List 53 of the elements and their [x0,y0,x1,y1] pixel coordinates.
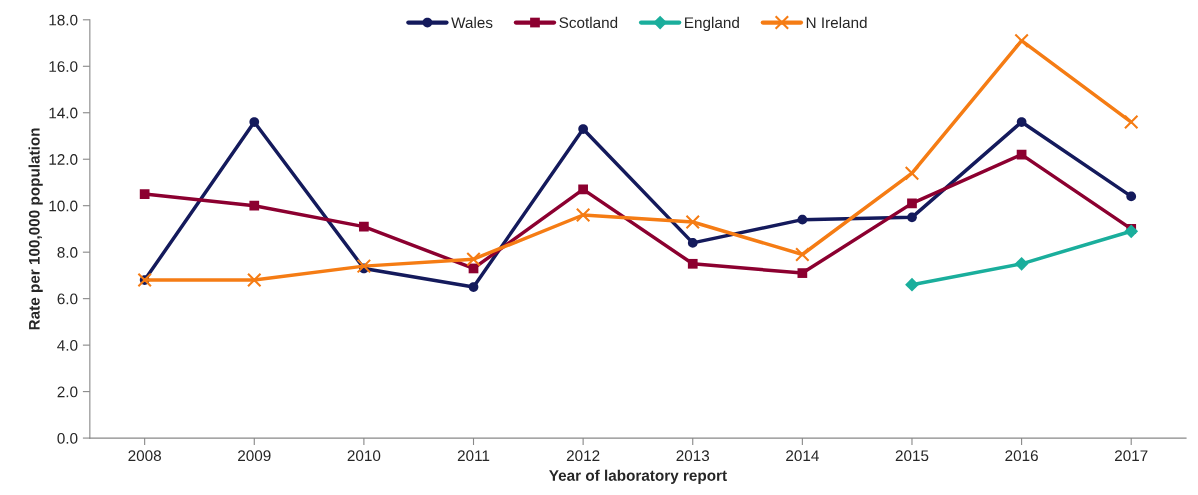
y-tick-label: 0.0 [57,432,78,444]
x-tick-label: 2017 [1114,450,1148,462]
x-tick-label: 2014 [786,450,819,462]
x-tick-label: 2009 [238,450,271,462]
x-tick-label: 2016 [1005,450,1038,462]
x-tick-label: 2013 [676,450,710,462]
legend-label: Wales [451,16,493,29]
y-tick-label: 2.0 [57,386,78,398]
y-axis-title: Rate per 100,000 population [28,128,43,330]
x-tick-label: 2010 [347,450,381,462]
y-tick-label: 8.0 [57,247,78,258]
point [249,200,260,211]
point [249,117,260,127]
point [904,165,920,181]
point [685,214,701,230]
point [139,189,150,199]
point [907,198,917,209]
point [1014,33,1029,48]
point [468,282,479,292]
point [905,277,919,292]
point [1126,191,1137,202]
legend-label: England [685,16,739,32]
y-tick-label: 16.0 [49,61,78,72]
point [1124,224,1139,239]
y-tick-label: 4.0 [57,339,78,351]
x-tick-label: 2012 [566,450,600,462]
point [356,258,372,274]
y-tick-label: 6.0 [57,293,78,305]
point [466,251,481,267]
point [1123,114,1139,130]
x-axis-title: Year of laboratory report [549,469,727,484]
point [797,214,808,225]
point [1014,256,1029,271]
point [578,124,588,134]
point [246,272,262,288]
point [1016,117,1027,127]
point [907,212,917,223]
legend-label: Scotland [559,16,618,29]
legend-label: N Ireland [806,16,867,29]
y-tick-label: 12.0 [49,154,78,165]
x-tick-label: 2015 [895,450,929,462]
y-tick-label: 18.0 [49,14,78,26]
y-tick-label: 14.0 [49,107,78,119]
point [687,258,698,269]
point [687,238,698,248]
x-tick-label: 2011 [457,450,490,462]
point [578,184,588,195]
point [797,268,808,278]
point [359,221,369,232]
point [575,207,591,223]
point [795,247,810,262]
x-tick-label: 2008 [128,450,161,462]
y-tick-label: 10.0 [49,200,78,212]
